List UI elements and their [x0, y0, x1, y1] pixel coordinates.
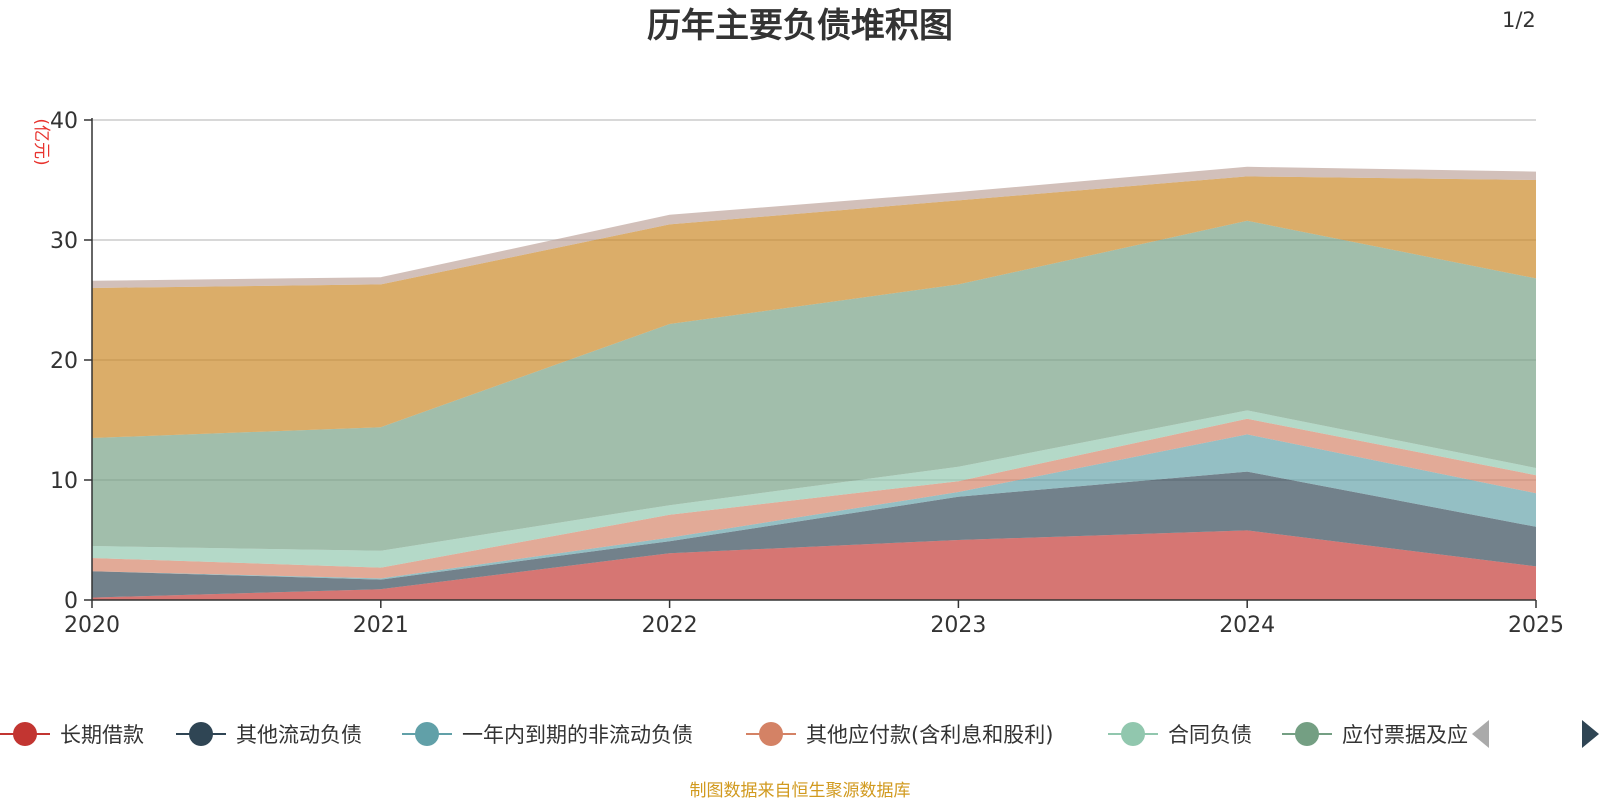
legend-item[interactable]: 合同负债 [1108, 714, 1252, 754]
x-tick-label: 2021 [353, 613, 409, 638]
legend-label: 其他流动负债 [236, 723, 362, 747]
legend-page-indicator: 1/2 [1502, 8, 1536, 32]
y-axis-unit-label: (亿元) [31, 118, 51, 165]
legend-label: 一年内到期的非流动负债 [462, 723, 693, 747]
legend-item[interactable]: 长期借款 [0, 714, 144, 754]
legend-pager: 1/2 [1502, 0, 1536, 40]
y-tick-label: 40 [50, 109, 78, 134]
legend-marker-icon [0, 714, 50, 754]
legend: 长期借款 其他流动负债 一年内到期的非流动负债 其他应付款(含利息和股利) 合同负债 应付… [0, 714, 1600, 754]
legend-item[interactable]: 其他流动负债 [176, 714, 362, 754]
axes: 0 10 20 30 40 2020 2021 2022 2023 2024 2025 [50, 109, 1564, 638]
area-合同负债[interactable] [92, 410, 1536, 568]
legend-marker-icon [176, 714, 226, 754]
legend-prev-page-icon[interactable] [1472, 720, 1489, 748]
legend-marker-icon [402, 714, 452, 754]
x-tick-label: 2020 [64, 613, 120, 638]
area-其他流动负债[interactable] [92, 471, 1536, 598]
legend-item[interactable]: 应付票据及应付账款 [1282, 714, 1468, 754]
x-tick-label: 2023 [930, 613, 986, 638]
legend-marker-icon [746, 714, 796, 754]
area-一年内到期的非流动负债[interactable] [92, 434, 1536, 580]
area-其他应付款(含利息和股利)[interactable] [92, 418, 1536, 579]
y-tick-label: 10 [50, 469, 78, 494]
legend-marker-icon [1108, 714, 1158, 754]
chart-title: 历年主要负债堆积图 [647, 6, 953, 46]
legend-label: 其他应付款(含利息和股利) [806, 723, 1054, 747]
x-tick-label: 2024 [1219, 613, 1275, 638]
legend-item[interactable]: 其他应付款(含利息和股利) [746, 714, 1053, 754]
source-note: 制图数据来自恒生聚源数据库 [689, 781, 911, 801]
y-tick-label: 30 [50, 229, 78, 254]
legend-item[interactable]: 一年内到期的非流动负债 [402, 714, 693, 754]
area-应付账款[interactable] [92, 176, 1536, 438]
y-tick-label: 20 [50, 349, 78, 374]
legend-label: 合同负债 [1168, 723, 1252, 747]
x-tick-label: 2025 [1508, 613, 1564, 638]
x-tick-label: 2022 [642, 613, 698, 638]
area-应付票据及应付账款[interactable] [92, 220, 1536, 551]
legend-marker-icon [1282, 714, 1332, 754]
y-tick-label: 0 [64, 589, 78, 614]
legend-items: 长期借款 其他流动负债 一年内到期的非流动负债 其他应付款(含利息和股利) 合同负债 应付… [0, 714, 1468, 754]
area-长期借款[interactable] [92, 530, 1536, 600]
legend-next-page-icon[interactable] [1582, 720, 1599, 748]
area-series-layer[interactable] [92, 166, 1536, 600]
legend-label: 应付票据及应付账款 [1342, 723, 1468, 747]
legend-label: 长期借款 [60, 723, 144, 747]
